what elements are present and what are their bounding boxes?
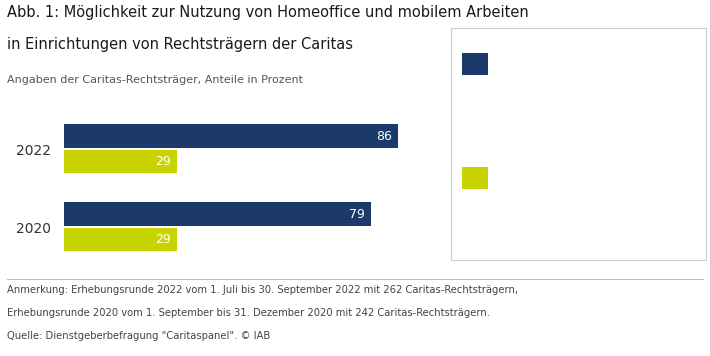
Text: Anteil der Rechtsträger, die
Homeoffice/ mobiles Arbeiten
anbieten: Anteil der Rechtsträger, die Homeoffice/… [497,53,652,90]
Text: Falls mobiles Arbeiten angeboten
wird: durchschnittlicher Anteil
der Beschäftigt: Falls mobiles Arbeiten angeboten wird: d… [497,167,677,217]
Text: in Einrichtungen von Rechtsträgern der Caritas: in Einrichtungen von Rechtsträgern der C… [7,37,353,52]
Text: Angaben der Caritas-Rechtsträger, Anteile in Prozent: Angaben der Caritas-Rechtsträger, Anteil… [7,75,303,85]
Text: 86: 86 [376,130,393,142]
Text: Erhebungsrunde 2020 vom 1. September bis 31. Dezember 2020 mit 242 Caritas-Recht: Erhebungsrunde 2020 vom 1. September bis… [7,308,490,318]
Text: 79: 79 [349,208,365,220]
Text: Quelle: Dienstgeberbefragung "Caritaspanel". © IAB: Quelle: Dienstgeberbefragung "Caritaspan… [7,331,271,341]
Bar [64,202,371,226]
Text: Anmerkung: Erhebungsrunde 2022 vom 1. Juli bis 30. September 2022 mit 262 Carita: Anmerkung: Erhebungsrunde 2022 vom 1. Ju… [7,285,518,295]
Text: 29: 29 [155,155,171,168]
Bar [64,228,177,251]
Text: 29: 29 [155,233,171,246]
Bar [64,150,177,173]
Text: Abb. 1: Möglichkeit zur Nutzung von Homeoffice und mobilem Arbeiten: Abb. 1: Möglichkeit zur Nutzung von Home… [7,5,529,20]
Bar [64,124,398,148]
